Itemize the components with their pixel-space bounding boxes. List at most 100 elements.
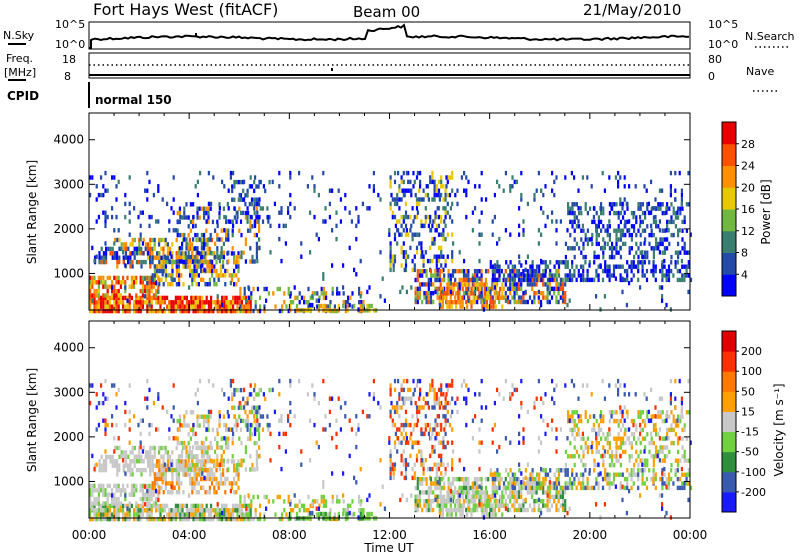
radar-cell [351,291,354,296]
radar-cell [460,269,463,274]
radar-cell [360,291,363,296]
radar-cell [349,503,352,508]
radar-cell [133,454,136,460]
radar-cell [597,423,600,428]
radar-cell [198,467,201,472]
radar-cell [251,462,254,468]
radar-cell [106,293,109,298]
radar-cell [608,481,611,486]
radar-cell [575,202,578,207]
radar-cell [120,454,123,460]
radar-cell [265,298,268,303]
radar-cell [580,237,583,242]
radar-cell [250,201,254,207]
radar-cell [227,516,230,522]
radar-cell [418,197,421,202]
radar-cell [162,490,165,495]
radar-cell [465,192,468,198]
radar-cell [444,466,447,472]
radar-cell [257,427,260,432]
radar-cell [206,268,209,274]
radar-cell [207,427,210,433]
radar-cell [178,206,181,211]
radar-cell [281,308,284,314]
radar-cell [472,300,475,305]
radar-cell [586,175,589,180]
radar-cell [564,295,567,300]
radar-cell [335,236,338,242]
radar-cell [550,481,554,486]
radar-cell [409,245,412,251]
radar-cell [479,286,482,292]
radar-cell [584,440,587,446]
radar-cell [573,410,576,415]
radar-cell [259,308,262,314]
radar-cell [418,232,421,237]
radar-cell [238,503,241,509]
radar-cell [494,295,497,300]
radar-cell [177,503,180,509]
radar-cell [216,246,219,251]
radar-cell [216,237,219,242]
radar-cell [418,499,422,504]
radar-cell [253,418,256,424]
radar-cell [175,268,178,274]
radar-cell [228,427,232,432]
radar-cell [208,472,211,477]
radar-cell [177,251,180,256]
radar-cell [414,291,417,296]
radar-cell [328,214,331,220]
radar-cell [639,285,642,290]
radar-cell [435,267,438,273]
radar-cell [268,387,271,393]
radar-cell [533,295,536,300]
radar-cell [149,242,152,247]
radar-cell [196,206,199,211]
radar-cell [652,254,655,260]
radar-cell [158,476,161,482]
radar-cell [474,490,477,495]
radar-cell [113,483,116,489]
radar-cell [324,511,327,517]
radar-cell [435,422,438,428]
radar-cell [674,197,677,202]
y-tick-label: 4000 [53,133,84,147]
radar-cell [89,192,92,198]
radar-cell [440,254,443,259]
radar-cell [490,494,493,500]
radar-cell [487,269,490,274]
radar-cell [603,294,606,299]
radar-cell [239,387,243,393]
radar-cell [225,215,228,220]
radar-cell [344,516,347,522]
radar-cell [225,304,228,309]
radar-cell [619,175,622,180]
radar-cell [218,210,221,216]
radar-cell [185,454,188,459]
radar-cell [91,492,94,497]
radar-cell [199,508,202,513]
radar-cell [164,468,167,473]
radar-cell [442,444,445,450]
radar-cell [592,206,595,211]
radar-cell [602,250,605,255]
radar-cell [429,299,433,305]
radar-cell [100,512,103,517]
radar-cell [440,427,443,432]
y-tick-label: 1000 [53,266,84,280]
radar-cell [311,294,314,299]
radar-cell [222,241,225,247]
radar-cell [149,459,152,464]
radar-cell [164,472,167,477]
radar-cell [246,215,249,220]
radar-cell [194,295,197,301]
radar-cell [280,258,283,264]
radar-cell [500,268,503,274]
radar-cell [458,250,461,255]
radar-cell [564,291,567,296]
radar-cell [203,449,206,455]
radar-cell [233,197,236,202]
radar-cell [491,476,495,482]
radar-cell [425,273,428,278]
radar-cell [220,237,223,242]
